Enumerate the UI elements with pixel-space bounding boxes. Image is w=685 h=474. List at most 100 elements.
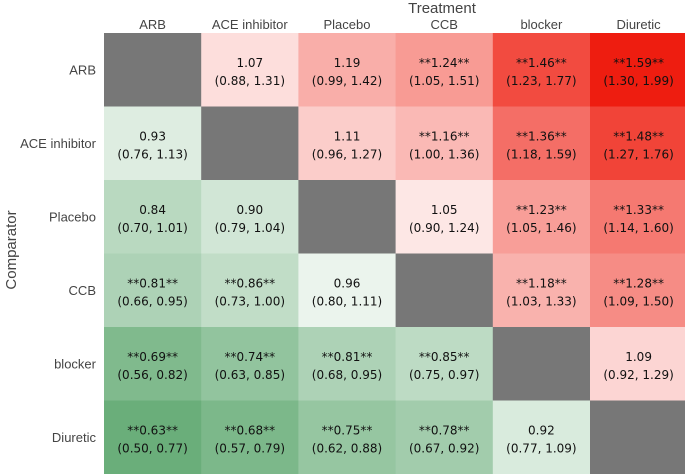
- heatmap-cell: [492, 33, 591, 108]
- cell-ci-label: (0.75, 0.97): [409, 368, 479, 382]
- cell-ci-label: (1.18, 1.59): [506, 147, 576, 161]
- cell-value-label: **0.74**: [224, 350, 275, 364]
- cell-ci-label: (1.27, 1.76): [603, 147, 673, 161]
- cell-value-label: 1.05: [431, 203, 458, 217]
- cell-value-label: 0.93: [139, 129, 166, 143]
- cell-ci-label: (1.05, 1.46): [506, 221, 576, 235]
- cell-value-label: 0.96: [334, 276, 361, 290]
- cell-value-label: **1.33**: [613, 203, 664, 217]
- heatmap-cell: [298, 400, 397, 474]
- cell-value-label: **1.24**: [419, 56, 470, 70]
- cell-value-label: **1.28**: [613, 276, 664, 290]
- row-tick-labels: ARB ACE inhibitor Placebo CCB blocker Diureti…: [20, 62, 97, 445]
- heatmap-cell: [492, 253, 591, 328]
- cell-value-label: **0.69**: [127, 350, 178, 364]
- cell-value-label: **0.75**: [322, 423, 373, 437]
- cell-value-label: **0.85**: [419, 350, 470, 364]
- heatmap-cell: [590, 253, 685, 328]
- heatmap-cell: [298, 253, 397, 328]
- cell-ci-label: (0.50, 0.77): [117, 441, 187, 455]
- heatmap-cell: [590, 106, 685, 181]
- heatmap-cell: [395, 106, 494, 181]
- cell-ci-label: (0.99, 1.42): [312, 74, 382, 88]
- cell-value-label: **0.68**: [224, 423, 275, 437]
- cell-value-label: **0.78**: [419, 423, 470, 437]
- row-label: Placebo: [49, 209, 96, 224]
- heatmap-cell: [590, 327, 685, 402]
- cell-ci-label: (0.70, 1.01): [117, 221, 187, 235]
- diagonal-cell: [201, 106, 299, 181]
- heatmap-cell: [492, 106, 591, 181]
- cell-ci-label: (0.57, 0.79): [215, 441, 285, 455]
- heatmap-cell: [201, 327, 299, 402]
- heatmap-cell: [395, 33, 494, 108]
- cell-value-label: **1.59**: [613, 56, 664, 70]
- column-label: blocker: [520, 17, 563, 32]
- diagonal-cell: [395, 253, 494, 328]
- cell-value-label: 1.11: [334, 129, 361, 143]
- diagonal-cell: [298, 180, 397, 255]
- heatmap-cell: [298, 327, 397, 402]
- heatmap-cell: [298, 33, 397, 108]
- cell-ci-label: (0.63, 0.85): [215, 368, 285, 382]
- cell-value-label: **1.23**: [516, 203, 567, 217]
- heatmap-cell: [298, 106, 397, 181]
- cell-ci-label: (1.05, 1.51): [409, 74, 479, 88]
- heatmap-cell: [492, 180, 591, 255]
- heatmap-cell: [104, 106, 202, 181]
- row-label: Diuretic: [52, 430, 97, 445]
- cell-value-label: **1.18**: [516, 276, 567, 290]
- cell-value-label: **0.63**: [127, 423, 178, 437]
- cell-ci-label: (0.79, 1.04): [215, 221, 285, 235]
- cell-value-label: 0.92: [528, 423, 555, 437]
- heatmap-cell: [201, 400, 299, 474]
- cell-value-label: **0.86**: [224, 276, 275, 290]
- heatmap-cell: [104, 253, 202, 328]
- cell-ci-label: (0.68, 0.95): [312, 368, 382, 382]
- cell-ci-label: (0.56, 0.82): [117, 368, 187, 382]
- cell-ci-label: (1.03, 1.33): [506, 294, 576, 308]
- cell-ci-label: (1.30, 1.99): [603, 74, 673, 88]
- cell-value-label: **0.81**: [127, 276, 178, 290]
- x-axis-title: Treatment: [408, 0, 477, 17]
- row-label: blocker: [54, 356, 97, 371]
- column-label: CCB: [430, 17, 457, 32]
- cell-value-label: **1.48**: [613, 129, 664, 143]
- heatmap-cell: [201, 180, 299, 255]
- heatmap-cell: [590, 180, 685, 255]
- cell-value-label: 0.84: [139, 203, 166, 217]
- cell-value-label: **1.16**: [419, 129, 470, 143]
- column-label: Placebo: [324, 17, 371, 32]
- row-label: ACE inhibitor: [20, 136, 97, 151]
- cell-value-label: 0.90: [236, 203, 263, 217]
- heatmap-cell: [104, 180, 202, 255]
- cell-ci-label: (1.23, 1.77): [506, 74, 576, 88]
- heatmap-cell: [395, 400, 494, 474]
- cell-value-label: 1.07: [236, 56, 263, 70]
- column-label: Diuretic: [617, 17, 662, 32]
- cell-ci-label: (1.00, 1.36): [409, 147, 479, 161]
- heatmap-cell: [590, 33, 685, 108]
- cell-ci-label: (0.73, 1.00): [215, 294, 285, 308]
- column-label: ARB: [139, 17, 166, 32]
- row-label: ARB: [69, 62, 96, 77]
- heatmap-cell: [395, 180, 494, 255]
- cell-ci-label: (0.62, 0.88): [312, 441, 382, 455]
- diagonal-cell: [104, 33, 202, 108]
- cell-value-label: 1.09: [625, 350, 652, 364]
- heatmap-cell: [395, 327, 494, 402]
- heatmap-cell: [201, 33, 299, 108]
- y-axis-title: Comparator: [3, 210, 20, 289]
- diagonal-cell: [590, 400, 685, 474]
- cell-value-label: 1.19: [334, 56, 361, 70]
- cell-ci-label: (1.09, 1.50): [603, 294, 673, 308]
- heatmap-cell: [104, 327, 202, 402]
- heatmap-cell: [104, 400, 202, 474]
- row-label: CCB: [69, 283, 96, 298]
- cell-ci-label: (0.80, 1.11): [312, 294, 382, 308]
- heatmap-cells: 1.07 (0.88, 1.31) 1.19 (0.99, 1.42) **1.24**…: [104, 33, 685, 474]
- heatmap-cell: [201, 253, 299, 328]
- column-label: ACE inhibitor: [212, 17, 289, 32]
- cell-ci-label: (1.14, 1.60): [603, 221, 673, 235]
